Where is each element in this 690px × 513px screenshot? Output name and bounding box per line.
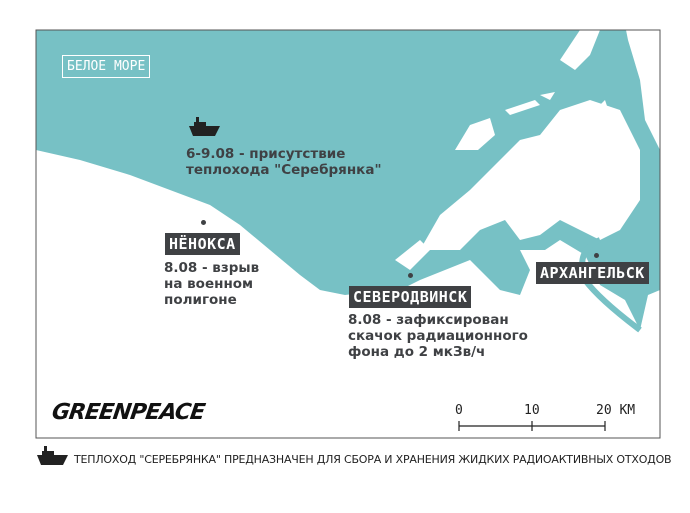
scale-bar bbox=[458, 421, 606, 431]
map-frame bbox=[35, 29, 661, 439]
nyonoksa-dot bbox=[201, 220, 206, 225]
severodvinsk-label: СЕВЕРОДВИНСК bbox=[349, 286, 472, 308]
severodvinsk-dot bbox=[408, 273, 413, 278]
white-sea bbox=[36, 30, 660, 330]
ship-icon bbox=[37, 446, 68, 465]
ship-icon bbox=[189, 117, 220, 136]
greenpeace-logo: GREENPEACE bbox=[50, 400, 206, 425]
islands bbox=[395, 30, 640, 270]
legend-text: ТЕПЛОХОД "СЕРЕБРЯНКА" ПРЕДНАЗНАЧЕН ДЛЯ С… bbox=[74, 453, 672, 466]
severodvinsk-note: 8.08 - зафиксирован скачок радиационного… bbox=[348, 312, 528, 360]
sea-label: БЕЛОЕ МОРЕ bbox=[62, 55, 151, 78]
nyonoksa-label: НЁНОКСА bbox=[165, 233, 240, 255]
nyonoksa-note: 8.08 - взрыв на военном полигоне bbox=[164, 260, 260, 308]
scale-tick-0: 0 bbox=[455, 403, 463, 418]
arkhangelsk-dot bbox=[594, 253, 599, 258]
ship-note: 6-9.08 - присутствие теплохода "Серебрян… bbox=[186, 146, 382, 178]
scale-tick-10: 10 bbox=[524, 403, 540, 418]
arkhangelsk-label: АРХАНГЕЛЬСК bbox=[536, 262, 649, 284]
scale-tick-20: 20 КМ bbox=[596, 403, 636, 418]
